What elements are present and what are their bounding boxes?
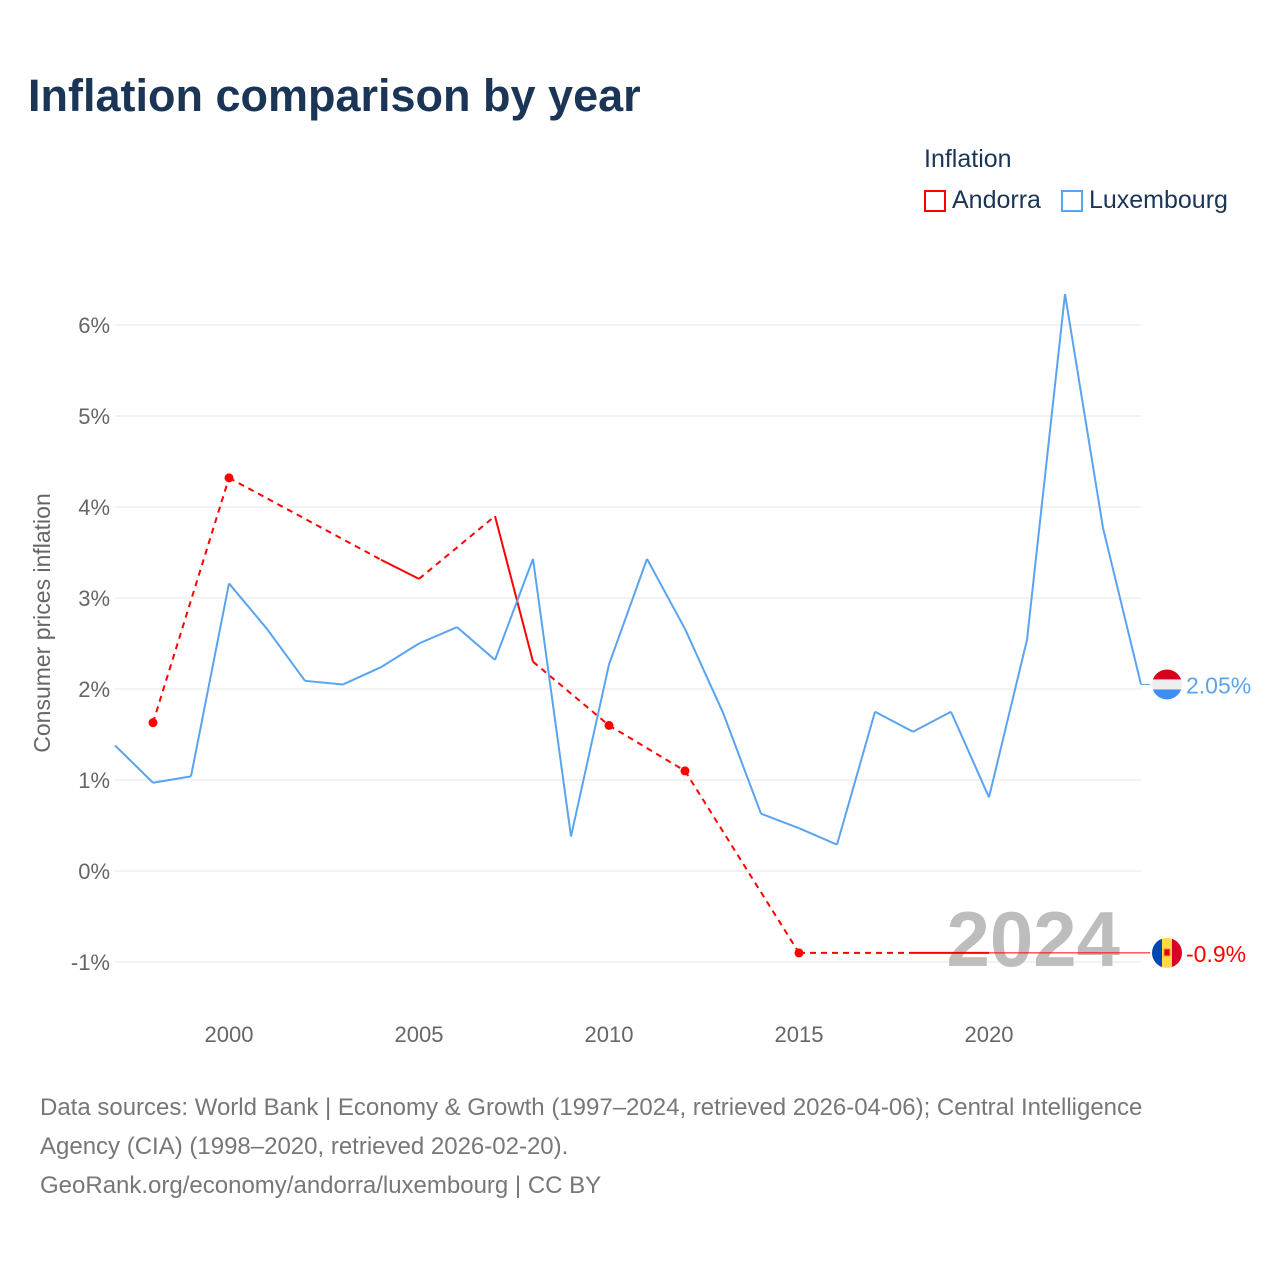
flag-stripe: [1152, 937, 1162, 968]
series-segment-luxembourg: [570, 664, 610, 837]
legend-swatch-luxembourg: [1060, 189, 1083, 212]
series-segment-luxembourg: [190, 583, 230, 777]
year-watermark: 2024: [946, 895, 1120, 983]
series-segment-luxembourg: [418, 626, 458, 645]
legend-item-luxembourg[interactable]: Luxembourg: [1060, 186, 1228, 215]
y-tick-label: 1%: [78, 768, 110, 793]
series-segment-luxembourg: [722, 712, 762, 815]
series-segment-luxembourg: [532, 558, 572, 837]
series-segment-luxembourg: [836, 711, 876, 845]
series-segment-luxembourg: [1102, 527, 1142, 685]
data-point-andorra: [794, 948, 804, 958]
series-segment-luxembourg: [798, 827, 838, 846]
y-tick-label: 6%: [78, 313, 110, 338]
data-point-andorra: [604, 720, 614, 730]
flag-stripe: [1172, 937, 1182, 968]
y-tick-label: 0%: [78, 859, 110, 884]
series-segment-luxembourg: [874, 710, 914, 733]
legend-title: Inflation: [924, 145, 1012, 173]
data-point-andorra: [680, 766, 690, 776]
series-segment-luxembourg: [646, 558, 686, 630]
series-segment-andorra: [152, 477, 230, 723]
legend-label-andorra: Andorra: [952, 186, 1041, 214]
series-segment-luxembourg: [228, 582, 268, 630]
series-segment-luxembourg: [950, 711, 990, 798]
end-label-andorra: -0.9%: [1186, 941, 1246, 967]
series-segment-luxembourg: [114, 744, 154, 784]
series-segment-luxembourg: [684, 628, 724, 714]
series-segment-andorra: [494, 515, 534, 662]
end-label-luxembourg: 2.05%: [1186, 672, 1251, 698]
series-segment-andorra: [532, 660, 610, 727]
legend-swatch-andorra: [924, 189, 946, 212]
series-segment-andorra: [608, 724, 686, 772]
flag-stripe: [1152, 669, 1182, 680]
y-tick-label: 2%: [78, 677, 110, 702]
series-segment-luxembourg: [988, 639, 1028, 798]
series-segment-luxembourg: [456, 626, 496, 661]
flag-luxembourg: [1152, 669, 1182, 700]
series-segment-andorra: [380, 558, 420, 580]
legend: Andorra Luxembourg: [924, 186, 1228, 215]
legend-item-andorra[interactable]: Andorra: [924, 186, 1041, 215]
series-segment-andorra: [684, 770, 800, 954]
series-segment-luxembourg: [608, 558, 648, 665]
x-tick-label: 2020: [965, 1022, 1014, 1047]
data-point-andorra: [148, 718, 158, 728]
footer-sources: Data sources: World Bank | Economy & Gro…: [40, 1094, 1143, 1121]
flag-andorra: [1152, 937, 1182, 968]
x-tick-label: 2005: [395, 1022, 444, 1047]
series-segment-andorra: [418, 515, 496, 580]
chart-title: Inflation comparison by year: [28, 70, 641, 121]
footer-sources-2: Agency (CIA) (1998–2020, retrieved 2026-…: [40, 1133, 569, 1160]
footer-attribution[interactable]: GeoRank.org/economy/andorra/luxembourg |…: [40, 1172, 602, 1199]
flag-emblem: [1163, 948, 1171, 957]
series-segment-luxembourg: [912, 710, 952, 733]
x-tick-label: 2015: [775, 1022, 824, 1047]
y-tick-label: 4%: [78, 495, 110, 520]
flag-stripe: [1152, 679, 1182, 690]
series-segment-luxembourg: [494, 558, 534, 661]
series-segment-luxembourg: [304, 679, 344, 686]
series-segment-luxembourg: [380, 642, 420, 669]
y-tick-label: 5%: [78, 404, 110, 429]
series-segment-luxembourg: [266, 628, 306, 682]
flag-icon-luxembourg: [1152, 669, 1182, 700]
series-segment-luxembourg: [152, 775, 192, 784]
series-segment-luxembourg: [1064, 293, 1104, 529]
series-segment-luxembourg: [1026, 293, 1066, 640]
y-tick-label: -1%: [71, 950, 110, 975]
data-point-andorra: [224, 473, 234, 483]
series-segment-luxembourg: [760, 812, 800, 830]
x-tick-label: 2010: [585, 1022, 634, 1047]
legend-label-luxembourg: Luxembourg: [1088, 186, 1228, 214]
y-axis-label: Consumer prices inflation: [29, 493, 55, 753]
series-segment-andorra: [228, 476, 382, 561]
footer: Data sources: World Bank | Economy & Gro…: [40, 1088, 1142, 1205]
x-tick-label: 2000: [205, 1022, 254, 1047]
series-segment-luxembourg: [342, 666, 382, 686]
flag-stripe: [1152, 689, 1182, 700]
flag-icon-andorra: [1152, 937, 1182, 968]
y-tick-label: 3%: [78, 586, 110, 611]
